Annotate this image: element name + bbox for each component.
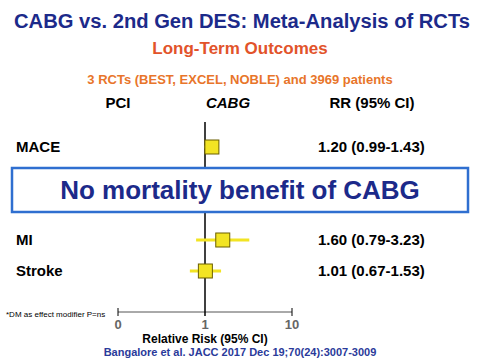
subtitle: Long-Term Outcomes xyxy=(152,39,327,58)
column-header: PCI xyxy=(105,94,130,111)
point-estimate xyxy=(216,233,230,247)
banner xyxy=(12,168,468,212)
x-tick-label: 10 xyxy=(285,317,299,332)
point-estimate xyxy=(198,264,212,278)
title: CABG vs. 2nd Gen DES: Meta-Analysis of R… xyxy=(14,10,470,32)
point-estimate xyxy=(205,140,219,154)
slide: CABG vs. 2nd Gen DES: Meta-Analysis of R… xyxy=(0,0,480,360)
data-label: 1.01 (0.67-1.53) xyxy=(318,262,425,279)
citation: Bangalore et al. JACC 2017 Dec 19;70(24)… xyxy=(104,346,377,358)
row-label: MACE xyxy=(16,138,60,155)
x-tick xyxy=(118,308,119,316)
column-header: RR (95% CI) xyxy=(329,94,414,111)
x-tick-label: 0 xyxy=(114,317,121,332)
row-label: Stroke xyxy=(16,262,63,279)
data-label: 1.20 (0.99-1.43) xyxy=(318,138,425,155)
x-axis-label: Relative Risk (95% CI) xyxy=(142,332,267,346)
background xyxy=(0,0,480,360)
x-tick-label: 1 xyxy=(201,317,208,332)
footnote: *DM as effect modifier P=ns xyxy=(6,310,105,319)
column-header: CABG xyxy=(206,94,250,111)
x-tick xyxy=(292,308,293,316)
data-label: 1.60 (0.79-3.23) xyxy=(318,231,425,248)
trial-note: 3 RCTs (BEST, EXCEL, NOBLE) and 3969 pat… xyxy=(87,72,392,87)
banner-text: No mortality benefit of CABG xyxy=(60,175,420,205)
row-label: MI xyxy=(16,231,33,248)
